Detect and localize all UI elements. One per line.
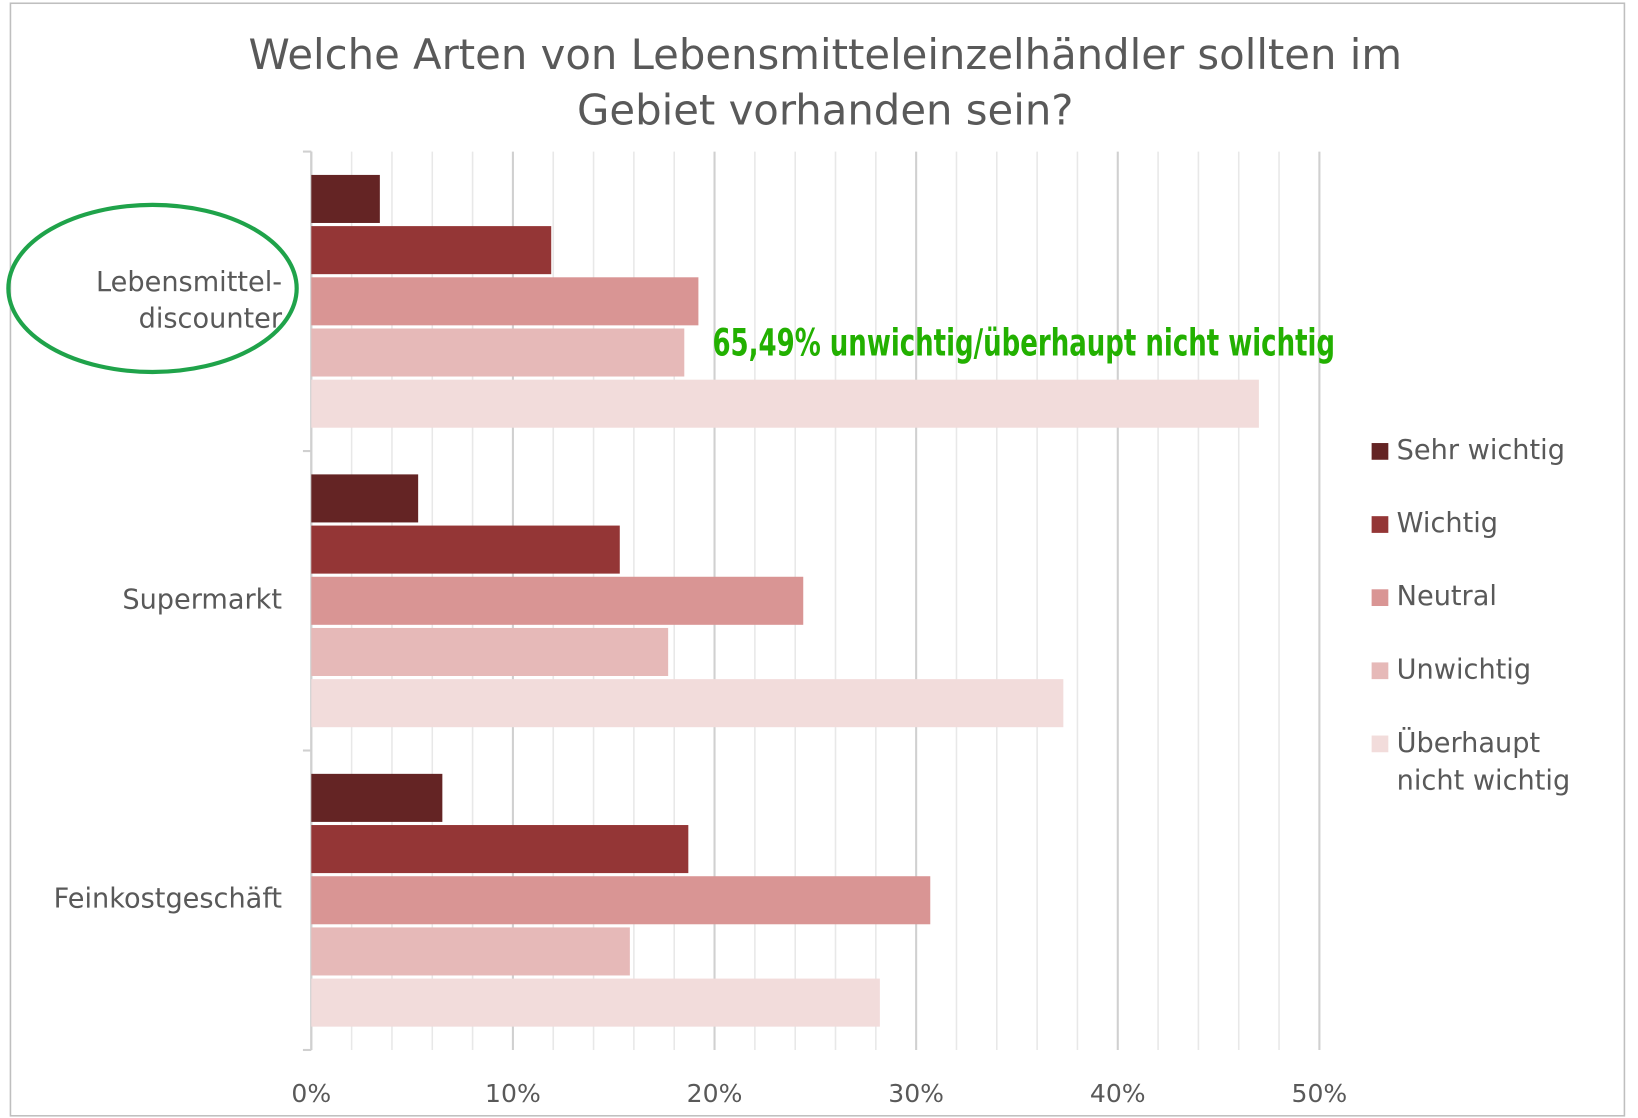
bar bbox=[311, 174, 380, 223]
x-tick-label: 50% bbox=[1292, 1079, 1348, 1108]
bar bbox=[311, 927, 630, 976]
legend-swatch bbox=[1371, 735, 1389, 753]
bar bbox=[311, 627, 669, 676]
bar bbox=[311, 277, 699, 326]
highlight-ellipse bbox=[6, 202, 299, 375]
legend-label: Unwichtig bbox=[1397, 654, 1531, 685]
y-tick-label: Feinkostgeschäft bbox=[54, 884, 282, 915]
annotation: 65,49% unwichtig/überhaupt nicht wichtig bbox=[712, 320, 1335, 364]
x-tick-label: 30% bbox=[888, 1079, 944, 1108]
bar bbox=[311, 978, 880, 1027]
legend-label: Wichtig bbox=[1397, 508, 1498, 539]
x-tick-label: 20% bbox=[687, 1079, 743, 1108]
chart-frame bbox=[9, 2, 1626, 1117]
legend-swatch bbox=[1371, 662, 1389, 680]
legend-swatch bbox=[1371, 516, 1389, 533]
legend-swatch bbox=[1371, 589, 1389, 607]
bar bbox=[311, 474, 419, 523]
legend-label: Überhaupt nicht wichtig bbox=[1397, 726, 1571, 796]
bar bbox=[311, 773, 443, 822]
bar bbox=[311, 679, 1064, 728]
chart-title: Welche Arten von Lebensmitteleinzelhändl… bbox=[248, 30, 1402, 134]
legend-label: Neutral bbox=[1397, 581, 1497, 612]
bar bbox=[311, 379, 1259, 428]
bar bbox=[311, 876, 931, 925]
bar bbox=[311, 576, 804, 625]
x-tick-label: 10% bbox=[485, 1079, 541, 1108]
legend-label: Sehr wichtig bbox=[1397, 435, 1565, 466]
bar bbox=[311, 226, 552, 275]
x-tick-label: 0% bbox=[291, 1079, 331, 1108]
y-tick-label: Supermarkt bbox=[122, 584, 282, 615]
y-tick-label: Lebensmittel-discounter bbox=[96, 267, 283, 335]
x-tick-label: 40% bbox=[1090, 1079, 1146, 1108]
bar bbox=[311, 328, 685, 377]
bar bbox=[311, 825, 689, 874]
legend-swatch bbox=[1371, 443, 1389, 460]
bar bbox=[311, 525, 620, 574]
